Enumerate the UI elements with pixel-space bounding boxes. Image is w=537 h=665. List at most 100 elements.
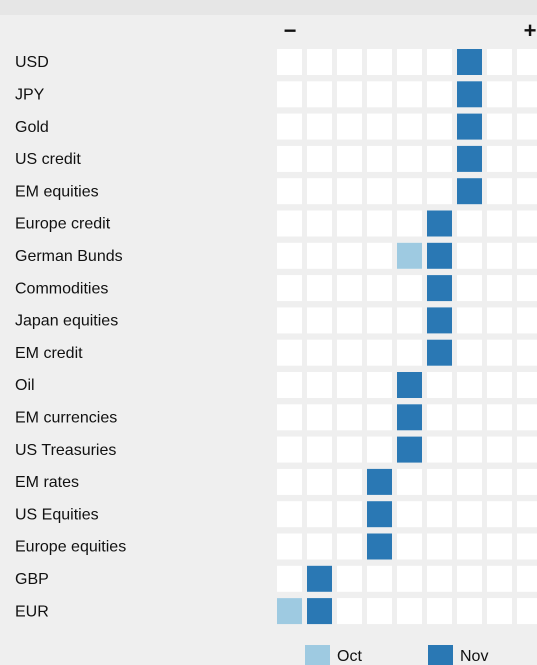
grid-cell	[517, 307, 537, 334]
legend-label: Oct	[337, 648, 362, 665]
position-cell	[457, 145, 482, 172]
grid-cell	[337, 372, 362, 398]
grid-cell	[457, 307, 482, 334]
grid-cell	[367, 307, 392, 334]
row-label: Japan equities	[15, 313, 118, 330]
grid-cell	[367, 49, 392, 75]
grid-cell	[457, 210, 482, 237]
row-label: Oil	[15, 377, 35, 394]
position-cell	[397, 242, 422, 269]
grid-cell	[487, 49, 512, 75]
grid-cell	[337, 81, 362, 108]
grid-cell	[397, 178, 422, 205]
grid-cell	[337, 598, 362, 625]
position-cell	[427, 339, 452, 366]
grid-cell	[457, 404, 482, 431]
grid-cell	[517, 436, 537, 463]
position-cell	[457, 49, 482, 75]
row-label: EUR	[15, 603, 49, 620]
grid-cell	[307, 501, 332, 528]
grid-cell	[457, 372, 482, 398]
grid-cell	[517, 49, 537, 75]
grid-cell	[487, 178, 512, 205]
position-cell	[427, 210, 452, 237]
row-label: Gold	[15, 119, 49, 136]
grid-cell	[397, 307, 422, 334]
grid-cell	[517, 468, 537, 495]
grid-cell	[397, 210, 422, 237]
grid-cell	[277, 501, 302, 528]
grid-cell	[307, 275, 332, 302]
grid-cell	[367, 178, 392, 205]
grid-cell	[307, 404, 332, 431]
position-cell	[457, 81, 482, 108]
grid-cell	[457, 565, 482, 592]
row-label: Commodities	[15, 280, 108, 297]
grid-cell	[307, 113, 332, 140]
grid-cell	[487, 565, 512, 592]
position-cell	[397, 372, 422, 398]
grid-cell	[457, 501, 482, 528]
legend-label: Nov	[460, 648, 488, 665]
scale-low-label: −	[284, 18, 297, 43]
grid-cell	[397, 81, 422, 108]
grid-cell	[457, 436, 482, 463]
position-cell	[427, 275, 452, 302]
grid-cell	[277, 468, 302, 495]
grid-cell	[367, 145, 392, 172]
grid-cell	[487, 372, 512, 398]
grid-cell	[517, 372, 537, 398]
grid-cell	[397, 275, 422, 302]
position-cell	[397, 436, 422, 463]
position-cell	[307, 598, 332, 625]
grid-cell	[397, 501, 422, 528]
grid-cell	[487, 339, 512, 366]
grid-cell	[337, 468, 362, 495]
grid-cell	[517, 81, 537, 108]
grid-cell	[487, 210, 512, 237]
grid-cell	[487, 113, 512, 140]
grid-cell	[457, 242, 482, 269]
grid-cell	[277, 49, 302, 75]
grid-cell	[427, 533, 452, 560]
grid-cell	[337, 307, 362, 334]
grid-cell	[277, 113, 302, 140]
grid-cell	[427, 113, 452, 140]
position-cell	[457, 178, 482, 205]
grid-cell	[397, 598, 422, 625]
grid-cell	[457, 339, 482, 366]
grid-cell	[517, 275, 537, 302]
grid-cell	[487, 242, 512, 269]
grid-cell	[307, 242, 332, 269]
grid-cell	[397, 113, 422, 140]
grid-cell	[337, 339, 362, 366]
grid-cell	[427, 81, 452, 108]
grid-cell	[367, 598, 392, 625]
position-cell	[367, 501, 392, 528]
grid-cell	[277, 145, 302, 172]
grid-cell	[307, 533, 332, 560]
position-cell	[457, 113, 482, 140]
grid-cell	[487, 145, 512, 172]
grid-cell	[307, 49, 332, 75]
position-cell	[427, 242, 452, 269]
grid-cell	[517, 339, 537, 366]
grid-cell	[457, 598, 482, 625]
row-label: EM equities	[15, 183, 99, 200]
grid-cell	[337, 501, 362, 528]
grid-cell	[457, 275, 482, 302]
grid-cell	[397, 533, 422, 560]
row-label: EM rates	[15, 474, 79, 491]
grid-cell	[427, 49, 452, 75]
grid-cell	[517, 178, 537, 205]
row-label: US credit	[15, 151, 81, 168]
grid-cell	[277, 81, 302, 108]
grid-cell	[367, 436, 392, 463]
grid-cell	[277, 533, 302, 560]
grid-cell	[277, 210, 302, 237]
grid-cell	[427, 565, 452, 592]
grid-cell	[277, 565, 302, 592]
grid-cell	[277, 307, 302, 334]
grid-cell	[307, 145, 332, 172]
grid-cell	[487, 307, 512, 334]
